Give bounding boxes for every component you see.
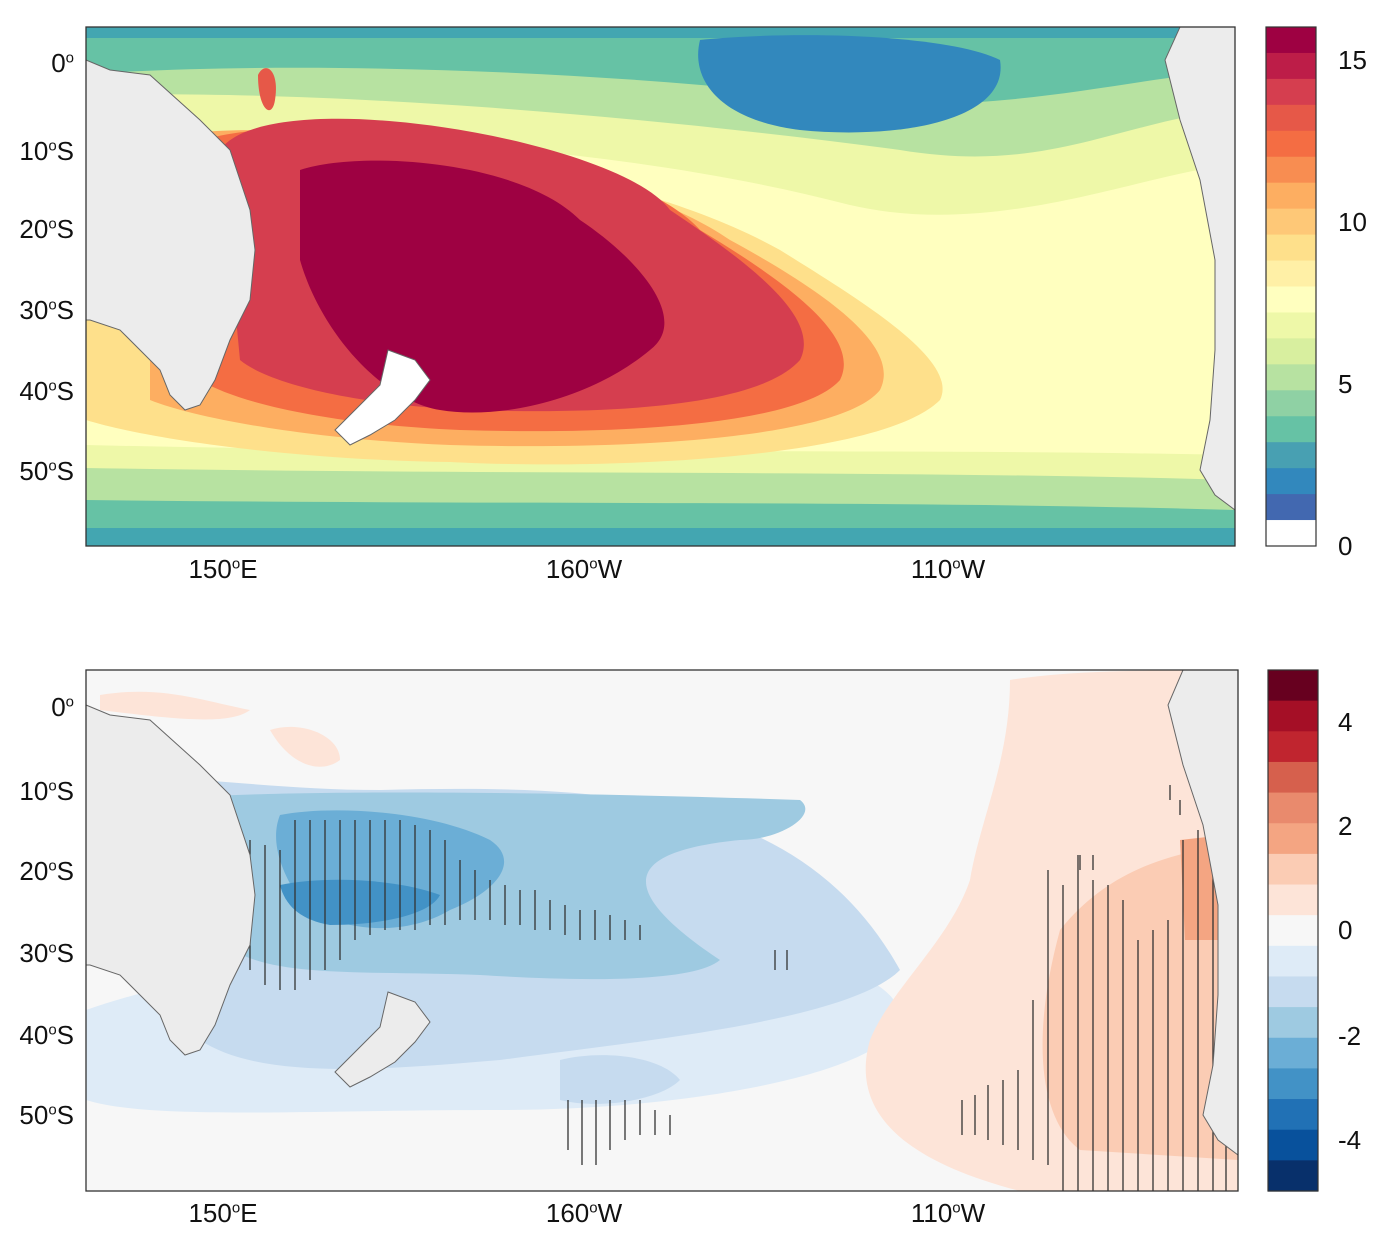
field-layer — [100, 691, 250, 720]
australia-landmass — [85, 704, 256, 1056]
colorbar-swatch — [1268, 1099, 1318, 1131]
colorbar-swatch — [1266, 182, 1316, 210]
colorbar-swatch — [1266, 260, 1316, 288]
colorbar-swatch — [1266, 390, 1316, 417]
new-zealand-landmass — [334, 991, 431, 1088]
colorbar-swatch — [1268, 823, 1318, 855]
land-masses — [85, 669, 1239, 1156]
colorbar-tick-label: 15 — [1338, 45, 1367, 75]
lon-tick-label: 150oE — [188, 554, 258, 584]
colorbar-swatch — [1266, 416, 1316, 443]
top-map-field — [86, 27, 1235, 546]
lon-tick-label: 110oW — [910, 1198, 986, 1228]
colorbar-swatch — [1266, 78, 1316, 106]
field-layer — [560, 1055, 680, 1104]
field-layer — [258, 68, 277, 111]
colorbar-swatch — [1268, 884, 1318, 916]
colorbar-swatch — [1268, 700, 1318, 732]
colorbar-swatch — [1268, 1160, 1318, 1192]
colorbar-swatch — [1268, 853, 1318, 886]
colorbar-swatch — [1266, 338, 1316, 365]
lat-tick-label: 10oS — [19, 136, 74, 166]
colorbar-swatch — [1268, 731, 1318, 763]
colorbar-swatch — [1266, 208, 1316, 236]
lon-tick-label: 160oW — [545, 554, 623, 584]
colorbar-swatch — [1266, 494, 1316, 521]
colorbar-tick-label: 4 — [1338, 707, 1353, 737]
colorbar-swatch — [1266, 364, 1316, 391]
colorbar-swatch — [1268, 1068, 1318, 1100]
field-layer — [300, 160, 665, 413]
colorbar-tick-label: -2 — [1338, 1021, 1362, 1051]
lat-tick-label: 0o — [51, 48, 74, 78]
bottom-map-frame — [85, 669, 1239, 1192]
colorbar-swatch — [1266, 52, 1316, 80]
colorbar-tick-label: -4 — [1338, 1125, 1362, 1155]
lat-tick-label: 20oS — [19, 856, 74, 886]
colorbar-swatch — [1268, 670, 1318, 702]
colorbar-swatch — [1268, 1129, 1318, 1161]
lat-tick-label: 40oS — [19, 1020, 74, 1050]
colorbar-frame — [1267, 669, 1319, 1192]
lat-tick-label: 0o — [51, 692, 74, 722]
lat-tick-label: 40oS — [19, 376, 74, 406]
top-map-panel: 0o 10oS 20oS 30oS 40oS 50oS 150oE 160oW … — [0, 0, 1382, 600]
colorbar-swatch — [1268, 792, 1318, 824]
colorbar-swatch — [1266, 27, 1316, 54]
field-layer — [698, 35, 1001, 133]
australia-landmass — [85, 59, 256, 411]
colorbar-swatch — [1268, 1037, 1318, 1070]
lat-tick-label: 30oS — [19, 938, 74, 968]
colorbar-swatch — [1266, 312, 1316, 339]
land-masses — [85, 26, 1236, 511]
colorbar-frame — [1265, 26, 1317, 547]
lat-tick-label: 50oS — [19, 1100, 74, 1130]
colorbar-swatch — [1266, 104, 1316, 132]
bottom-map-field — [86, 670, 1238, 1191]
new-zealand-landmass — [334, 349, 431, 446]
hatch-lines — [567, 1100, 671, 1165]
colorbar-swatch — [1266, 156, 1316, 184]
lon-tick-label: 150oE — [188, 1198, 258, 1228]
top-map-svg — [85, 26, 1317, 547]
colorbar-swatch — [1266, 130, 1316, 158]
hatch-lines — [961, 785, 1227, 1191]
colorbar-swatch — [1268, 1007, 1318, 1039]
colorbar-swatch — [1266, 286, 1316, 314]
top-map-frame — [85, 26, 1236, 547]
colorbar-swatch — [1266, 468, 1316, 495]
colorbar-swatch — [1268, 945, 1318, 978]
lon-tick-label: 110oW — [910, 554, 986, 584]
lat-tick-label: 30oS — [19, 295, 74, 325]
significance-hatching — [189, 785, 1227, 1191]
lat-tick-label: 50oS — [19, 456, 74, 486]
colorbar-tick-label: 0 — [1338, 531, 1353, 561]
field-layer — [270, 726, 340, 767]
bottom-map-svg — [85, 669, 1319, 1192]
colorbar-swatch — [1266, 234, 1316, 262]
colorbar-swatch — [1268, 915, 1318, 947]
colorbar-tick-label: 0 — [1338, 915, 1353, 945]
colorbar-swatch — [1268, 761, 1318, 794]
top-colorbar — [1265, 26, 1317, 547]
lat-tick-label: 20oS — [19, 214, 74, 244]
colorbar-swatch — [1266, 520, 1316, 547]
colorbar-swatch — [1266, 442, 1316, 469]
colorbar-swatch — [1268, 976, 1318, 1008]
lat-tick-label: 10oS — [19, 776, 74, 806]
colorbar-tick-label: 5 — [1338, 369, 1353, 399]
lon-tick-label: 160oW — [545, 1198, 623, 1228]
bottom-map-panel: 0o 10oS 20oS 30oS 40oS 50oS 150oE 160oW … — [0, 640, 1382, 1240]
bottom-colorbar — [1267, 669, 1319, 1192]
colorbar-tick-label: 2 — [1338, 811, 1353, 841]
colorbar-tick-label: 10 — [1338, 207, 1367, 237]
